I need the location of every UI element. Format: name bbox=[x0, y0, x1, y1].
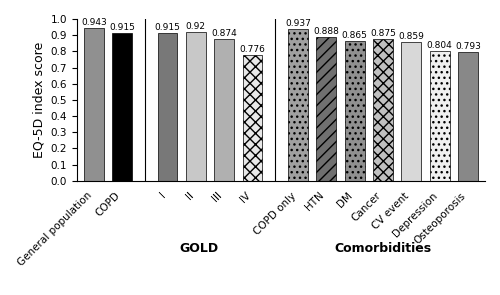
Bar bbox=[84, 28, 103, 181]
Bar bbox=[288, 29, 308, 181]
Text: 0.804: 0.804 bbox=[427, 40, 452, 50]
Bar bbox=[316, 37, 336, 181]
Bar bbox=[430, 51, 450, 181]
Bar bbox=[402, 42, 421, 181]
Bar bbox=[373, 39, 393, 181]
Text: 0.915: 0.915 bbox=[109, 23, 135, 32]
Bar bbox=[458, 53, 478, 181]
Text: 0.793: 0.793 bbox=[455, 42, 481, 51]
Text: 0.865: 0.865 bbox=[342, 31, 367, 40]
Text: 0.874: 0.874 bbox=[212, 29, 237, 38]
Text: 0.859: 0.859 bbox=[398, 32, 424, 41]
Text: Comorbidities: Comorbidities bbox=[334, 242, 432, 255]
Bar bbox=[186, 32, 206, 181]
Text: 0.888: 0.888 bbox=[314, 27, 339, 36]
Bar bbox=[158, 33, 178, 181]
Bar bbox=[344, 41, 364, 181]
Text: 0.776: 0.776 bbox=[240, 45, 266, 54]
Text: 0.875: 0.875 bbox=[370, 29, 396, 38]
Bar bbox=[242, 55, 262, 181]
Text: 0.943: 0.943 bbox=[81, 18, 106, 27]
Text: 0.915: 0.915 bbox=[154, 23, 180, 32]
Bar bbox=[214, 39, 234, 181]
Bar bbox=[112, 33, 132, 181]
Y-axis label: EQ-5D index score: EQ-5D index score bbox=[32, 42, 45, 158]
Text: 0.937: 0.937 bbox=[285, 19, 311, 28]
Text: 0.92: 0.92 bbox=[186, 22, 206, 31]
Text: GOLD: GOLD bbox=[179, 242, 218, 255]
